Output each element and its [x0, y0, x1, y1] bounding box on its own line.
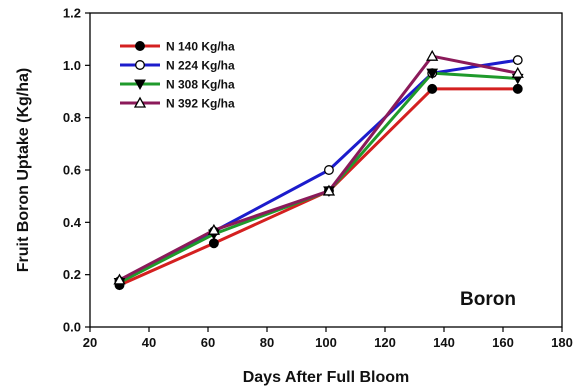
legend-label: N 224 Kg/ha: [166, 59, 235, 73]
legend-marker: [134, 79, 146, 91]
y-tick-label: 1.2: [63, 6, 81, 21]
data-point: [113, 273, 126, 285]
y-axis-title: Fruit Boron Uptake (Kg/ha): [15, 68, 32, 272]
data-point: [511, 66, 524, 78]
x-tick-label: 120: [374, 335, 396, 350]
legend-label: N 140 Kg/ha: [166, 40, 235, 54]
data-point: [324, 165, 334, 175]
x-tick-label: 60: [201, 335, 215, 350]
y-tick-label: 0.6: [63, 163, 81, 178]
legend-marker: [135, 60, 145, 70]
x-tick-label: 40: [142, 335, 156, 350]
x-tick-label: 180: [551, 335, 573, 350]
data-point: [207, 223, 221, 235]
data-point: [427, 83, 438, 94]
legend-label: N 392 Kg/ha: [166, 97, 235, 111]
data-point: [322, 184, 336, 196]
x-tick-label: 160: [492, 335, 514, 350]
data-point: [512, 83, 523, 94]
y-tick-label: 0.0: [63, 320, 81, 335]
y-tick-label: 0.8: [63, 110, 81, 125]
x-tick-label: 140: [433, 335, 455, 350]
data-point: [512, 55, 523, 66]
x-axis-title: Days After Full Bloom: [243, 369, 410, 386]
data-point: [426, 68, 439, 80]
legend-marker: [133, 96, 147, 108]
legend-marker: [135, 41, 145, 51]
y-tick-label: 1.0: [63, 58, 81, 73]
series-line-1: [118, 87, 518, 287]
x-tick-label: 80: [260, 335, 274, 350]
x-tick-label: 100: [315, 335, 337, 350]
y-tick-label: 0.2: [63, 267, 81, 282]
chart-annotation: Boron: [460, 289, 516, 310]
legend-label: N 308 Kg/ha: [166, 78, 235, 92]
y-tick-label: 0.4: [63, 215, 82, 230]
data-point: [208, 238, 219, 249]
data-point: [426, 49, 439, 61]
x-tick-label: 20: [83, 335, 97, 350]
